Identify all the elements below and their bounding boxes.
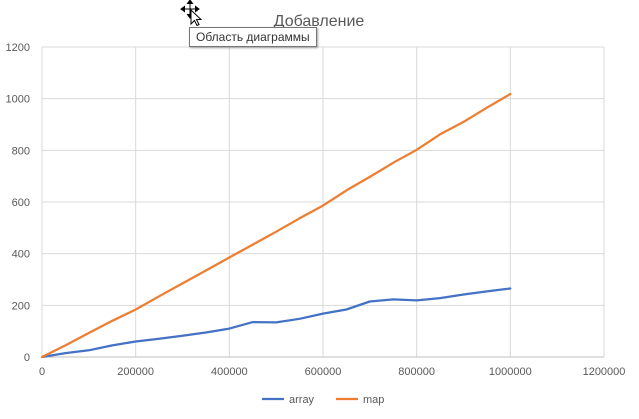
- x-tick-label: 400000: [211, 366, 248, 378]
- tick-labels: 0 200 400 600 800 1000 1200 0 200000 400000 600000…: [6, 42, 626, 378]
- y-tick-label: 1000: [6, 94, 30, 106]
- chart-title: Добавление: [274, 13, 365, 30]
- x-tick-label: 1000000: [489, 366, 532, 378]
- series-line-map[interactable]: [40, 92, 512, 359]
- legend: array map: [262, 394, 384, 406]
- legend-item-array[interactable]: array: [262, 394, 315, 406]
- y-tick-label: 200: [12, 300, 30, 312]
- legend-label: map: [363, 394, 384, 406]
- x-tick-label: 600000: [305, 366, 342, 378]
- x-tick-label: 200000: [117, 366, 154, 378]
- x-tick-label: 1200000: [583, 366, 626, 378]
- y-tick-label: 800: [12, 145, 30, 157]
- chart-area-tooltip: Область диаграммы: [189, 27, 317, 47]
- axes: [41, 47, 604, 358]
- x-tick-label: 800000: [398, 366, 435, 378]
- grid-lines: [42, 46, 605, 357]
- series-line-array[interactable]: [40, 287, 512, 359]
- y-tick-label: 0: [24, 352, 30, 364]
- y-tick-label: 1200: [6, 42, 30, 54]
- series-lines: [40, 92, 512, 359]
- y-tick-label: 400: [12, 249, 30, 261]
- x-tick-label: 0: [39, 366, 45, 378]
- y-tick-label: 600: [12, 197, 30, 209]
- move-cursor-icon: [180, 0, 203, 26]
- legend-label: array: [289, 394, 315, 406]
- legend-item-map[interactable]: map: [336, 394, 384, 406]
